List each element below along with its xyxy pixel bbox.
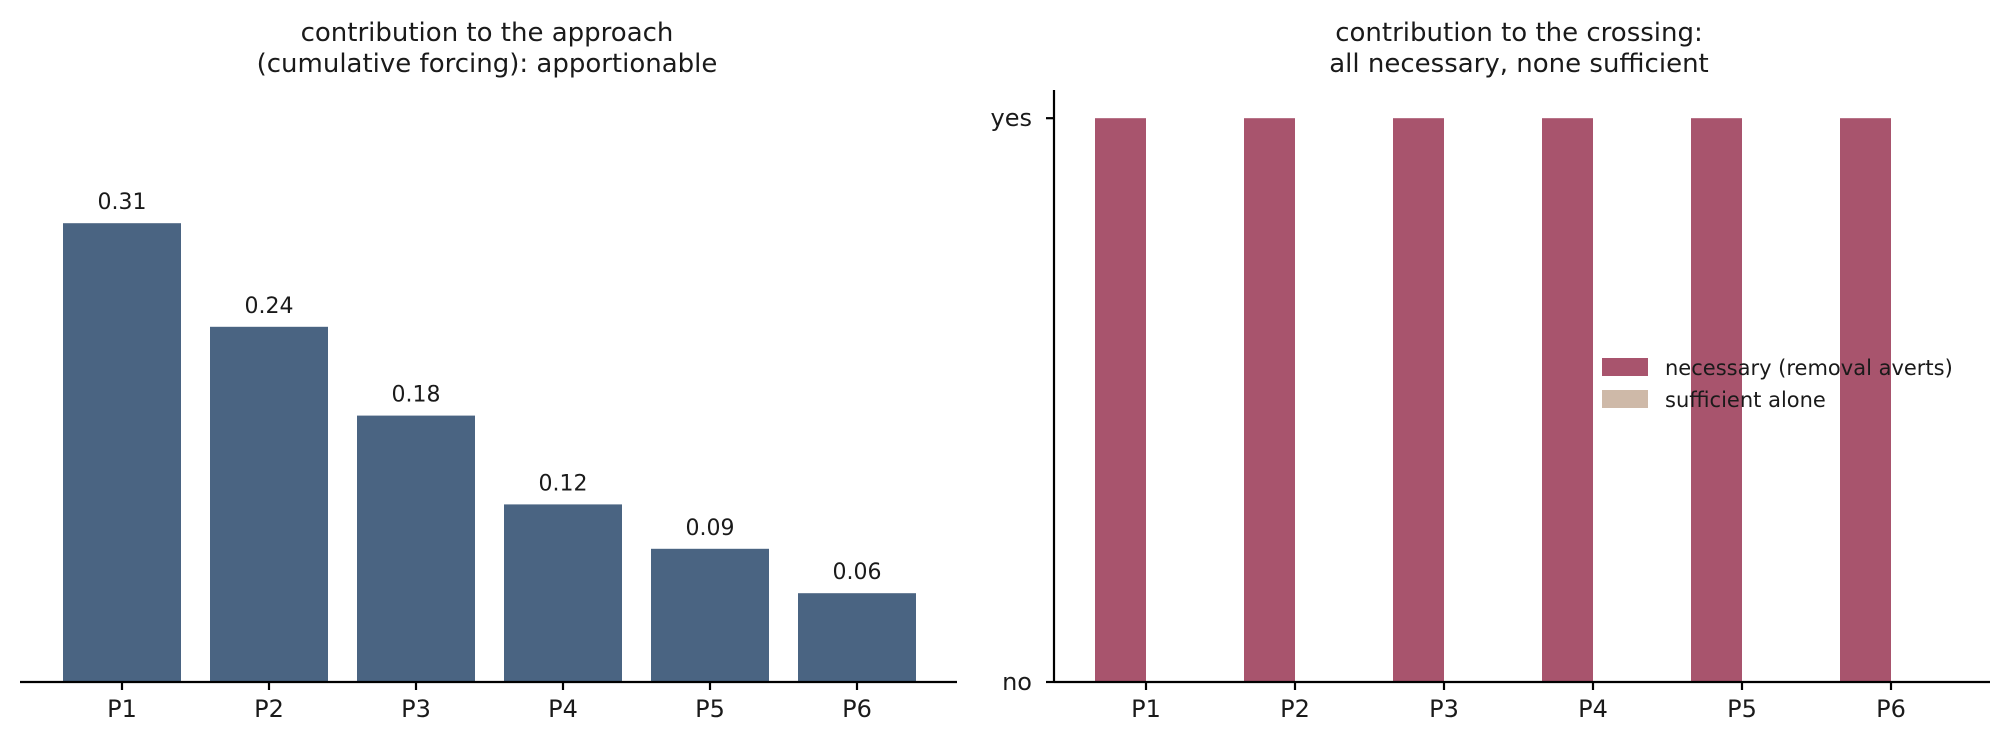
data-label-p4: 0.12 xyxy=(539,471,588,496)
legend-label-necessary: necessary (removal averts) xyxy=(1665,356,1953,380)
data-label-p2: 0.24 xyxy=(245,294,294,319)
necessary-bar-p6 xyxy=(1840,118,1891,682)
right-xtick-label-p5: P5 xyxy=(1727,695,1757,723)
bar-p5 xyxy=(651,548,769,682)
bar-p2 xyxy=(210,326,328,682)
data-label-p5: 0.09 xyxy=(686,516,735,541)
right-xtick-label-p6: P6 xyxy=(1876,695,1906,723)
right-ytick-label-yes: yes xyxy=(991,104,1032,132)
right-chart-title-line-2: all necessary, none sufficient xyxy=(1329,49,1709,79)
left-xtick-label-p4: P4 xyxy=(548,695,578,723)
legend-swatch-necessary xyxy=(1602,358,1648,376)
necessary-bar-p2 xyxy=(1244,118,1295,682)
left-chart-title-line-1: contribution to the approach xyxy=(301,18,674,48)
right-chart-title-line-1: contribution to the crossing: xyxy=(1335,18,1703,48)
right-ytick-label-no: no xyxy=(1002,668,1032,696)
necessary-bar-p3 xyxy=(1393,118,1444,682)
necessary-bar-p4 xyxy=(1542,118,1593,682)
data-label-p1: 0.31 xyxy=(98,190,147,215)
right-xtick-label-p4: P4 xyxy=(1578,695,1608,723)
left-chart-title-line-2: (cumulative forcing): apportionable xyxy=(257,49,718,79)
necessary-bar-p1 xyxy=(1095,118,1146,682)
right-xtick-label-p1: P1 xyxy=(1131,695,1161,723)
legend: necessary (removal averts) sufficient al… xyxy=(1602,356,1953,412)
left-xtick-label-p3: P3 xyxy=(401,695,431,723)
crossing-contribution-chart: contribution to the crossing: all necess… xyxy=(991,18,1990,723)
legend-swatch-sufficient xyxy=(1602,390,1648,408)
bar-p1 xyxy=(63,223,181,682)
data-label-p3: 0.18 xyxy=(392,383,441,408)
bar-p6 xyxy=(798,593,916,682)
left-xtick-label-p6: P6 xyxy=(842,695,872,723)
necessary-bar-p5 xyxy=(1691,118,1742,682)
left-xtick-label-p2: P2 xyxy=(254,695,284,723)
right-xtick-label-p2: P2 xyxy=(1280,695,1310,723)
legend-label-sufficient: sufficient alone xyxy=(1665,388,1826,412)
left-xtick-label-p5: P5 xyxy=(695,695,725,723)
bar-p4 xyxy=(504,504,622,682)
right-xtick-label-p3: P3 xyxy=(1429,695,1459,723)
cumulative-forcing-chart: contribution to the approach (cumulative… xyxy=(20,18,957,723)
data-label-p6: 0.06 xyxy=(833,560,882,585)
bar-p3 xyxy=(357,415,475,682)
left-xtick-label-p1: P1 xyxy=(107,695,137,723)
